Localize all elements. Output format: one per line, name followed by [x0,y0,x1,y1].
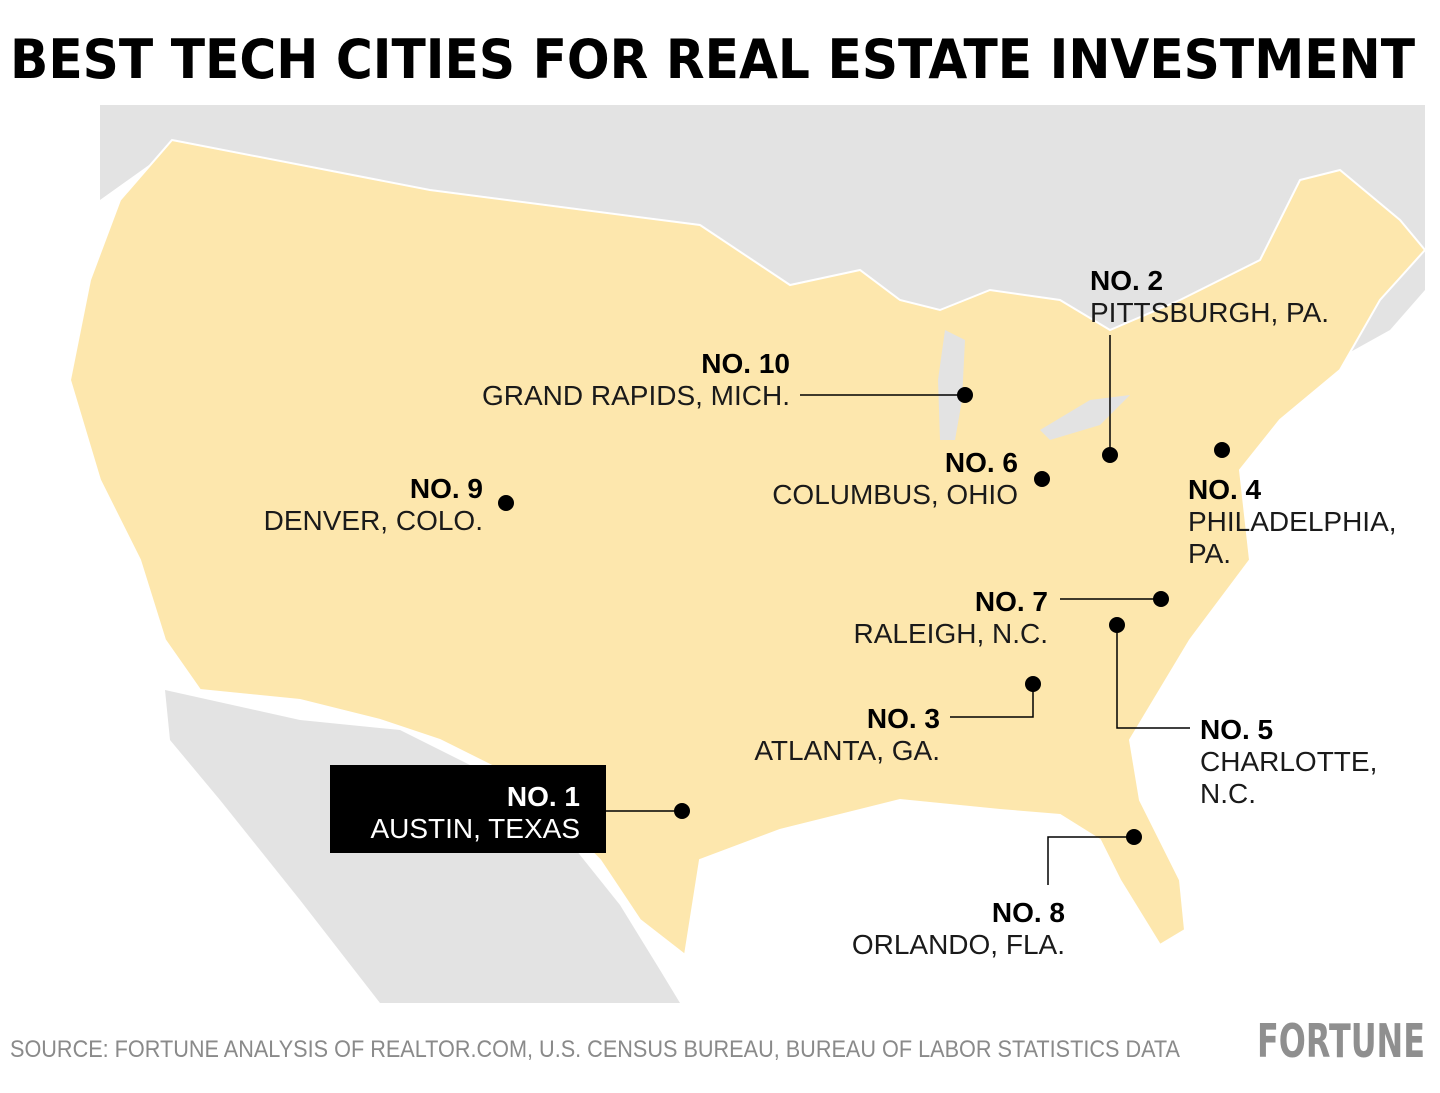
city-dot [1153,591,1169,607]
city-rank: NO. 9 [410,473,483,504]
city-name: DENVER, COLO. [264,505,483,536]
city-name: AUSTIN, TEXAS [370,813,580,844]
city-dot [1109,617,1125,633]
brand-logo: FORTUNE [1257,1014,1425,1068]
city-dot [957,387,973,403]
city-dot [1126,829,1142,845]
lake-michigan [938,330,965,440]
city-name: PHILADELPHIA, [1188,506,1397,537]
city-rank: NO. 7 [975,586,1048,617]
city-rank: NO. 6 [945,447,1018,478]
city-rank: NO. 10 [701,348,790,379]
lake-erie [1040,395,1130,440]
leader-line [950,684,1034,718]
city-rank: NO. 3 [867,703,940,734]
city-rank: NO. 2 [1090,265,1163,296]
city-rank: NO. 8 [992,897,1065,928]
leader-line [1047,836,1134,885]
leader-line [1116,625,1190,729]
city-name: GRAND RAPIDS, MICH. [482,380,790,411]
city-dot [498,495,514,511]
city-name: COLUMBUS, OHIO [772,479,1018,510]
title: BEST TECH CITIES FOR REAL ESTATE INVESTM… [10,28,1415,91]
city-name: RALEIGH, N.C. [854,618,1048,649]
city-dot [1034,471,1050,487]
city-name: ORLANDO, FLA. [852,929,1065,960]
city-rank: NO. 5 [1200,714,1273,745]
source: SOURCE: FORTUNE ANALYSIS OF REALTOR.COM,… [10,1036,1180,1063]
city-dot [1214,442,1230,458]
city-rank: NO. 1 [507,781,580,812]
city-name: PA. [1188,538,1231,569]
city-dot [674,803,690,819]
city-name: N.C. [1200,778,1256,809]
city-dot [1102,447,1118,463]
basemap [68,105,1427,1003]
city-name: CHARLOTTE, [1200,746,1377,777]
city-name: ATLANTA, GA. [754,735,940,766]
city-name: PITTSBURGH, PA. [1090,297,1329,328]
highlight-box [330,765,606,853]
city-dot [1025,676,1041,692]
united-states [68,138,1427,957]
city-rank: NO. 4 [1188,474,1262,505]
